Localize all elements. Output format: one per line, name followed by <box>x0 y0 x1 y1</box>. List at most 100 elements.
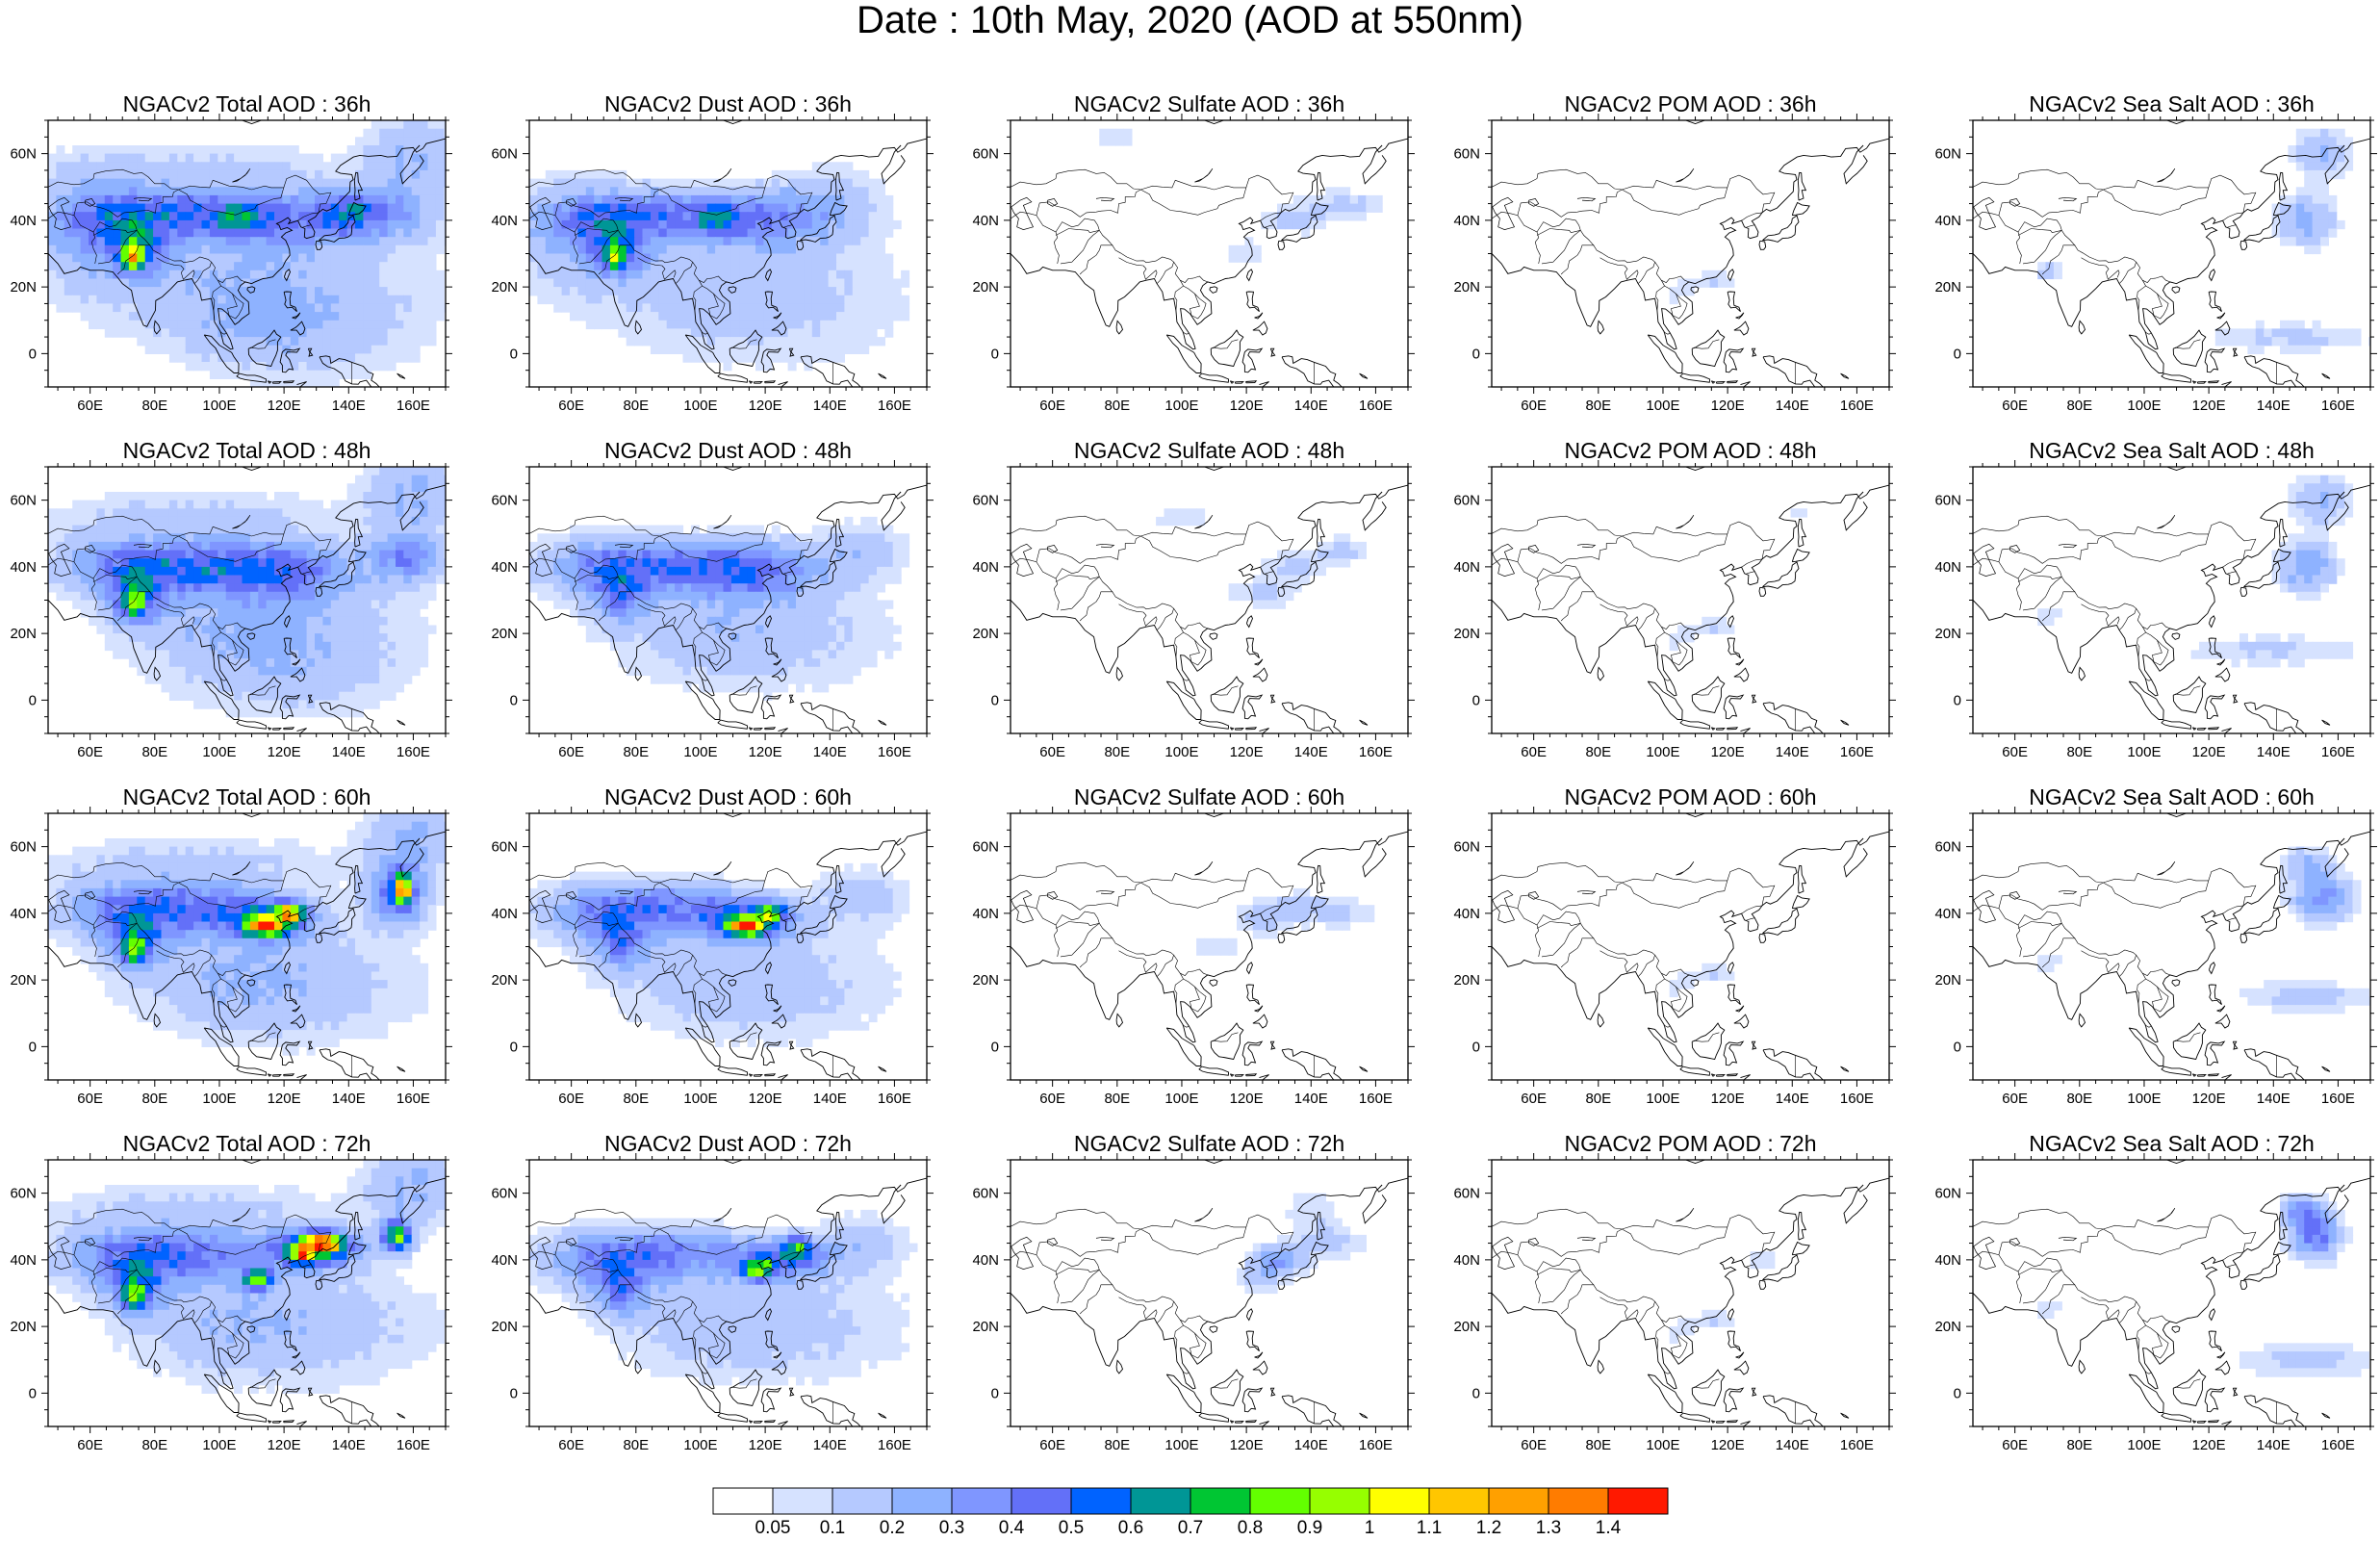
aod-cell <box>428 154 437 163</box>
aod-cell <box>177 321 186 329</box>
aod-cell <box>780 245 788 254</box>
aod-cell <box>594 254 602 263</box>
aod-cell <box>853 592 861 601</box>
aod-cell <box>860 533 869 542</box>
aod-cell <box>186 592 194 601</box>
aod-cell <box>2337 337 2345 346</box>
aod-cell <box>371 508 380 517</box>
aod-cell <box>877 558 885 567</box>
aod-cell <box>355 658 364 667</box>
aod-cell <box>388 187 397 195</box>
aod-cell <box>829 287 837 295</box>
aod-cell <box>243 601 251 609</box>
aod-cell <box>226 542 235 551</box>
aod-cell <box>379 542 388 551</box>
aod-cell <box>193 533 202 542</box>
aod-cell <box>570 312 578 321</box>
aod-cell <box>274 633 283 642</box>
aod-cell <box>739 229 748 238</box>
aod-cell <box>379 303 388 312</box>
aod-cell <box>396 270 404 279</box>
aod-cell <box>829 601 837 609</box>
aod-cell <box>56 212 64 220</box>
aod-cell <box>2288 154 2296 163</box>
aod-cell <box>586 170 595 179</box>
aod-cell <box>177 658 186 667</box>
aod-cell <box>763 337 772 346</box>
aod-cell <box>412 601 421 609</box>
aod-cell <box>218 576 226 584</box>
aod-cell <box>202 321 211 329</box>
aod-cell <box>675 237 683 245</box>
aod-cell <box>436 533 445 542</box>
aod-cell <box>388 129 397 138</box>
aod-cell <box>267 576 275 584</box>
aod-cell <box>193 683 202 692</box>
aod-cell <box>893 542 902 551</box>
aod-cell <box>379 220 388 229</box>
aod-cell <box>755 551 764 559</box>
aod-cell <box>844 287 853 295</box>
aod-cell <box>274 501 283 509</box>
aod-cell <box>724 220 732 229</box>
aod-cell <box>853 287 861 295</box>
aod-cell <box>707 237 716 245</box>
aod-cell <box>162 279 170 288</box>
aod-cell <box>396 254 404 263</box>
aod-cell <box>699 533 707 542</box>
aod-cell <box>72 245 81 254</box>
aod-cell <box>772 212 781 220</box>
aod-cell <box>202 567 211 576</box>
aod-cell <box>363 179 371 188</box>
aod-cell <box>347 492 356 501</box>
aod-cell <box>594 567 602 576</box>
aod-cell <box>420 626 428 634</box>
aod-cell <box>64 254 73 263</box>
aod-cell <box>403 220 412 229</box>
aod-cell <box>667 576 676 584</box>
aod-cell <box>2337 137 2345 145</box>
aod-cell <box>282 321 291 329</box>
aod-cell <box>428 492 437 501</box>
aod-cell <box>420 245 428 254</box>
aod-cell <box>691 237 700 245</box>
aod-cell <box>1301 195 1310 204</box>
aod-cell <box>105 229 114 238</box>
aod-cell <box>322 162 331 170</box>
aod-cell <box>820 337 829 346</box>
aod-cell <box>315 667 323 676</box>
aod-cell <box>836 279 845 288</box>
aod-cell <box>643 567 652 576</box>
aod-cell <box>570 526 578 534</box>
x-tick-label: 160E <box>1840 398 1874 414</box>
aod-cell <box>322 558 331 567</box>
aod-cell <box>683 287 692 295</box>
aod-cell <box>210 179 218 188</box>
aod-cell <box>355 583 364 592</box>
aod-cell <box>243 262 251 270</box>
aod-cell <box>371 583 380 592</box>
aod-cell <box>153 162 162 170</box>
aod-cell <box>860 558 869 567</box>
aod-cell <box>177 492 186 501</box>
aod-cell <box>396 667 404 676</box>
aod-cell <box>860 542 869 551</box>
aod-cell <box>707 567 716 576</box>
aod-cell <box>363 592 371 601</box>
aod-cell <box>812 337 821 346</box>
aod-cell <box>763 608 772 617</box>
aod-cell <box>355 162 364 170</box>
aod-cell <box>371 592 380 601</box>
aod-cell <box>234 542 243 551</box>
aod-cell <box>291 262 299 270</box>
aod-cell <box>105 237 114 245</box>
aod-cell <box>226 162 235 170</box>
y-tick-label: 0 <box>29 692 37 708</box>
aod-cell <box>258 650 267 658</box>
aod-cell <box>250 608 259 617</box>
aod-cell <box>2344 337 2353 346</box>
aod-cell <box>853 279 861 288</box>
aod-cell <box>339 683 347 692</box>
aod-cell <box>610 212 619 220</box>
y-tick-label: 60N <box>972 146 999 163</box>
